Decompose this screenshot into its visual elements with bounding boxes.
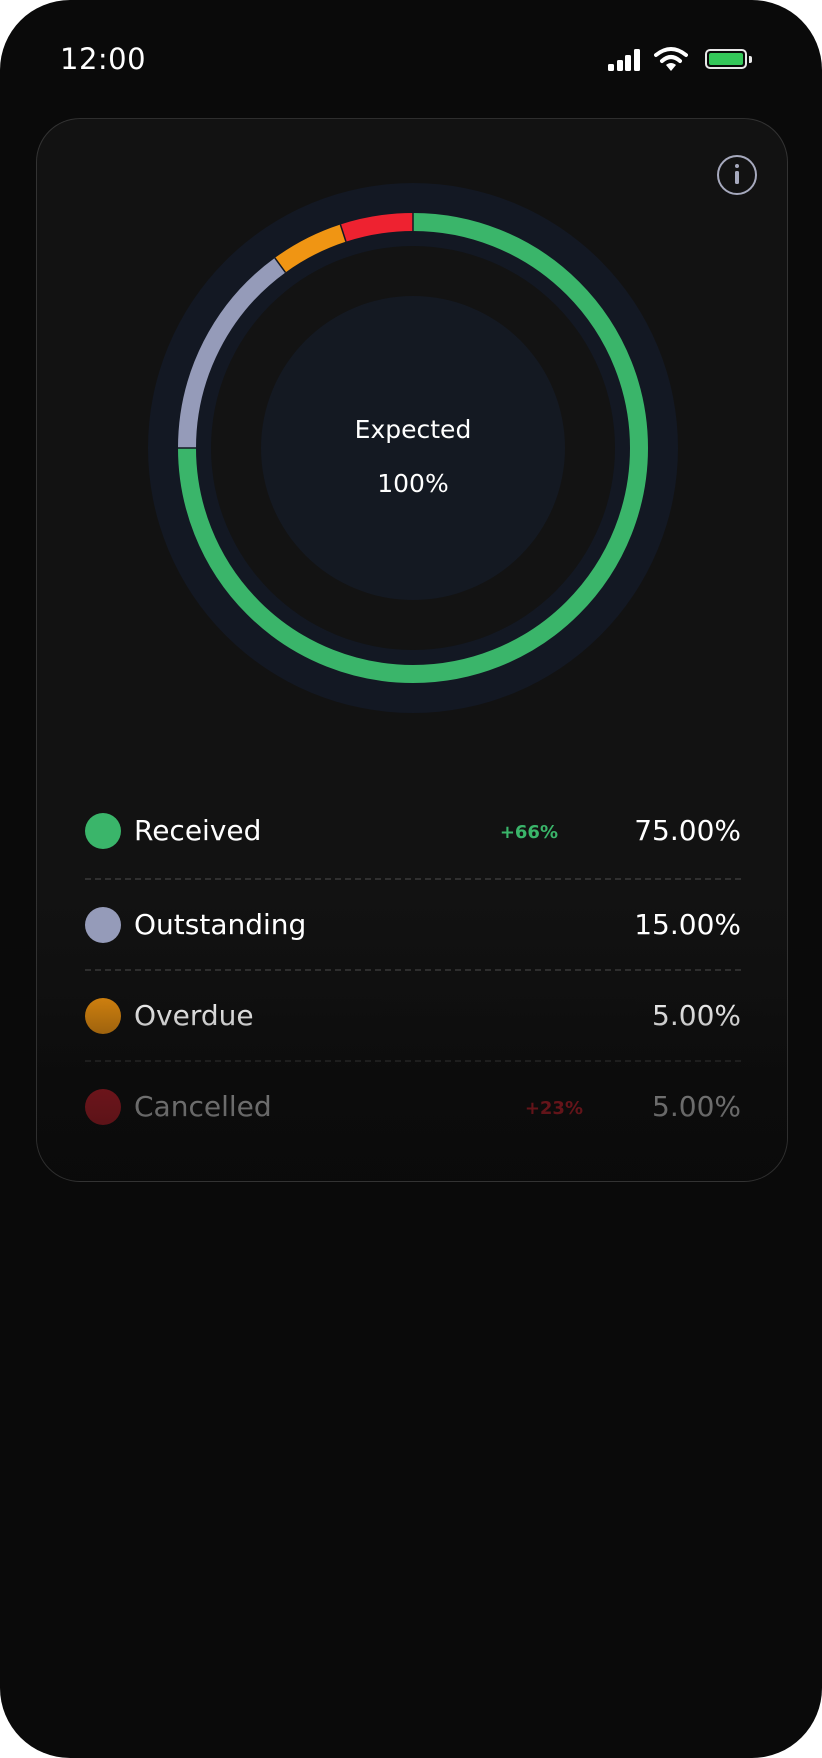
- legend-item-overdue[interactable]: Overdue 5.00%: [85, 996, 741, 1040]
- divider: [85, 878, 741, 880]
- legend-value: 5.00%: [652, 999, 741, 1032]
- legend-dot-received: [85, 813, 121, 849]
- wifi-icon: [654, 47, 688, 71]
- legend-dot-overdue: [85, 998, 121, 1034]
- legend-value: 15.00%: [634, 908, 741, 941]
- donut-segment-separator: [274, 257, 287, 273]
- legend-change: +23%: [524, 1098, 583, 1119]
- donut-segment-overdue: [274, 224, 347, 273]
- status-icons: [608, 46, 768, 76]
- donut-chart: [148, 183, 678, 713]
- legend-label: Received: [134, 814, 262, 847]
- divider: [85, 1060, 741, 1062]
- legend-change: +66%: [499, 822, 558, 843]
- donut-segment-outstanding: [178, 257, 286, 449]
- legend-label: Overdue: [134, 999, 254, 1032]
- legend-item-cancelled[interactable]: Cancelled +23% 5.00%: [85, 1087, 741, 1131]
- donut-center-disc: [261, 296, 565, 600]
- donut-segment-separator: [339, 224, 347, 242]
- legend-dot-cancelled: [85, 1089, 121, 1125]
- info-icon: [734, 164, 739, 168]
- legend-label: Outstanding: [134, 908, 307, 941]
- legend-label: Cancelled: [134, 1090, 272, 1123]
- divider: [85, 969, 741, 971]
- center-value: 100%: [377, 469, 449, 498]
- battery-level: [709, 53, 743, 65]
- info-button[interactable]: [717, 155, 757, 195]
- donut-segment-received: [178, 213, 648, 683]
- legend-value: 5.00%: [652, 1090, 741, 1123]
- status-time: 12:00: [60, 42, 147, 76]
- signal-icon: [608, 49, 640, 71]
- legend-item-received[interactable]: Received +66% 75.00%: [85, 811, 741, 855]
- battery-icon: [705, 49, 752, 69]
- legend-value: 75.00%: [634, 814, 741, 847]
- center-label: Expected: [354, 415, 472, 444]
- legend-dot-outstanding: [85, 907, 121, 943]
- legend-item-outstanding[interactable]: Outstanding 15.00%: [85, 905, 741, 949]
- donut-segment-cancelled: [340, 213, 414, 242]
- summary-card: Expected 100% Received +66% 75.00% Outst…: [36, 118, 788, 1182]
